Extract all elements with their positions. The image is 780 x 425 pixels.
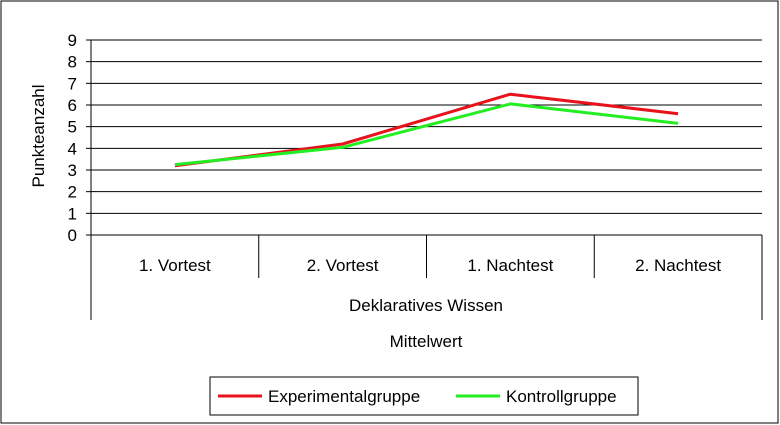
y-tick-label: 3 [68, 161, 77, 180]
category-label: 1. Vortest [139, 256, 211, 275]
y-tick-labels: 0 1 2 3 4 5 6 7 8 9 [68, 31, 77, 245]
group-label: Deklaratives Wissen [349, 296, 503, 315]
legend-label: Experimentalgruppe [268, 387, 420, 406]
y-tick-label: 9 [68, 31, 77, 50]
category-labels: 1. Vortest 2. Vortest 1. Nachtest 2. Nachte… [139, 256, 721, 275]
category-label: 2. Vortest [307, 256, 379, 275]
y-tick-label: 5 [68, 118, 77, 137]
legend-label: Kontrollgruppe [506, 387, 617, 406]
y-tick-label: 2 [68, 183, 77, 202]
series-line [174, 102, 679, 167]
category-label: 2. Nachtest [635, 256, 721, 275]
y-axis-label: Punkteanzahl [29, 84, 48, 187]
legend: Experimentalgruppe Kontrollgruppe [209, 376, 639, 416]
axes [86, 39, 763, 320]
legend-box [209, 376, 639, 416]
y-tick-label: 8 [68, 53, 77, 72]
y-tick-label: 4 [68, 139, 77, 158]
y-tick-label: 6 [68, 96, 77, 115]
category-label: 1. Nachtest [467, 256, 553, 275]
y-tick-label: 1 [68, 204, 77, 223]
series-lines [174, 92, 679, 168]
measure-label: Mittelwert [390, 332, 463, 351]
y-tick-label: 0 [68, 226, 77, 245]
y-tick-label: 7 [68, 74, 77, 93]
